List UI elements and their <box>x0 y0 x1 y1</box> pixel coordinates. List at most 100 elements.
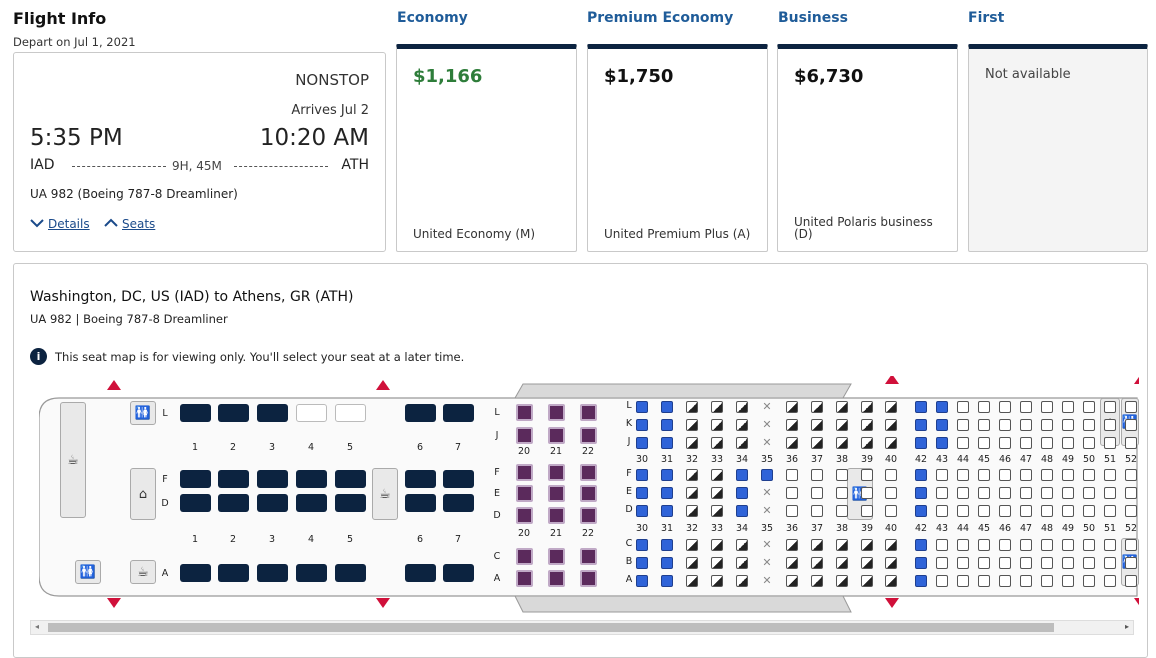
economy-seat[interactable] <box>915 487 927 499</box>
economy-seat[interactable] <box>978 469 990 481</box>
economy-seat[interactable] <box>1125 557 1137 569</box>
economy-seat[interactable] <box>836 575 848 587</box>
economy-seat[interactable] <box>636 557 648 569</box>
economy-seat[interactable] <box>885 419 897 431</box>
economy-seat[interactable] <box>957 437 969 449</box>
economy-seat[interactable] <box>915 575 927 587</box>
economy-seat[interactable] <box>736 469 748 481</box>
economy-seat[interactable] <box>1104 539 1116 551</box>
economy-seat[interactable] <box>1062 437 1074 449</box>
economy-seat[interactable] <box>978 557 990 569</box>
economy-seat[interactable] <box>1083 401 1095 413</box>
economy-seat[interactable] <box>1104 437 1116 449</box>
economy-seat[interactable] <box>999 437 1011 449</box>
economy-seat[interactable] <box>1020 469 1032 481</box>
business-seat[interactable] <box>257 404 288 422</box>
economy-seat[interactable] <box>836 557 848 569</box>
economy-seat[interactable] <box>811 505 823 517</box>
economy-seat[interactable] <box>636 487 648 499</box>
economy-seat[interactable] <box>957 539 969 551</box>
economy-seat[interactable] <box>1104 557 1116 569</box>
fare-card-economy[interactable]: $1,166 United Economy (M) <box>396 44 577 252</box>
premium-seat[interactable] <box>548 570 565 587</box>
economy-seat[interactable] <box>1041 557 1053 569</box>
economy-seat[interactable] <box>636 505 648 517</box>
business-seat[interactable] <box>443 404 474 422</box>
economy-seat[interactable] <box>957 401 969 413</box>
economy-seat[interactable] <box>1104 401 1116 413</box>
economy-seat[interactable] <box>957 575 969 587</box>
economy-seat[interactable] <box>686 469 698 481</box>
fare-card-premium-economy[interactable]: $1,750 United Premium Plus (A) <box>587 44 768 252</box>
economy-seat[interactable] <box>1062 505 1074 517</box>
economy-seat[interactable] <box>661 401 673 413</box>
economy-seat[interactable] <box>761 469 773 481</box>
economy-seat[interactable] <box>1125 437 1137 449</box>
economy-seat[interactable] <box>999 469 1011 481</box>
business-seat[interactable] <box>335 494 366 512</box>
economy-seat[interactable] <box>999 557 1011 569</box>
economy-seat[interactable] <box>936 437 948 449</box>
economy-seat[interactable] <box>861 505 873 517</box>
economy-seat[interactable] <box>736 557 748 569</box>
economy-seat[interactable] <box>1083 575 1095 587</box>
premium-seat[interactable] <box>516 427 533 444</box>
economy-seat[interactable] <box>836 401 848 413</box>
economy-seat[interactable] <box>915 401 927 413</box>
economy-seat[interactable] <box>1020 487 1032 499</box>
economy-seat[interactable] <box>1062 419 1074 431</box>
economy-seat[interactable] <box>686 575 698 587</box>
economy-seat[interactable] <box>1104 419 1116 431</box>
business-seat[interactable] <box>405 564 436 582</box>
economy-seat[interactable] <box>885 487 897 499</box>
business-seat[interactable] <box>405 470 436 488</box>
business-seat[interactable] <box>180 404 211 422</box>
economy-seat[interactable] <box>936 419 948 431</box>
economy-seat[interactable] <box>786 419 798 431</box>
economy-seat[interactable] <box>936 575 948 587</box>
economy-seat[interactable] <box>661 437 673 449</box>
economy-seat[interactable] <box>1125 575 1137 587</box>
economy-seat[interactable] <box>1020 505 1032 517</box>
economy-seat[interactable] <box>661 469 673 481</box>
economy-seat[interactable] <box>711 575 723 587</box>
scroll-right-icon[interactable]: ▸ <box>1124 622 1129 631</box>
economy-seat[interactable] <box>786 539 798 551</box>
business-seat[interactable] <box>405 404 436 422</box>
business-seat[interactable] <box>335 564 366 582</box>
economy-seat[interactable] <box>636 401 648 413</box>
economy-seat[interactable] <box>1104 487 1116 499</box>
economy-seat[interactable] <box>915 505 927 517</box>
economy-seat[interactable] <box>636 575 648 587</box>
economy-seat[interactable] <box>1104 505 1116 517</box>
premium-seat[interactable] <box>516 570 533 587</box>
economy-seat[interactable] <box>786 401 798 413</box>
economy-seat[interactable] <box>936 505 948 517</box>
premium-seat[interactable] <box>516 404 533 421</box>
economy-seat[interactable] <box>936 469 948 481</box>
economy-seat[interactable] <box>978 505 990 517</box>
economy-seat[interactable] <box>999 539 1011 551</box>
economy-seat[interactable] <box>957 419 969 431</box>
economy-seat[interactable] <box>811 437 823 449</box>
economy-seat[interactable] <box>1062 469 1074 481</box>
economy-seat[interactable] <box>1083 539 1095 551</box>
economy-seat[interactable] <box>1020 539 1032 551</box>
business-seat[interactable] <box>296 470 327 488</box>
economy-seat[interactable] <box>836 539 848 551</box>
economy-seat[interactable] <box>1041 401 1053 413</box>
premium-seat[interactable] <box>548 404 565 421</box>
details-link[interactable]: Details <box>30 217 90 231</box>
premium-seat[interactable] <box>580 485 597 502</box>
premium-seat[interactable] <box>580 404 597 421</box>
business-seat[interactable] <box>296 404 327 422</box>
premium-seat[interactable] <box>548 548 565 565</box>
economy-seat[interactable] <box>861 539 873 551</box>
economy-seat[interactable] <box>811 539 823 551</box>
economy-seat[interactable] <box>999 487 1011 499</box>
economy-seat[interactable] <box>1041 539 1053 551</box>
economy-seat[interactable] <box>936 401 948 413</box>
economy-seat[interactable] <box>978 401 990 413</box>
business-seat[interactable] <box>443 564 474 582</box>
economy-seat[interactable] <box>1083 419 1095 431</box>
